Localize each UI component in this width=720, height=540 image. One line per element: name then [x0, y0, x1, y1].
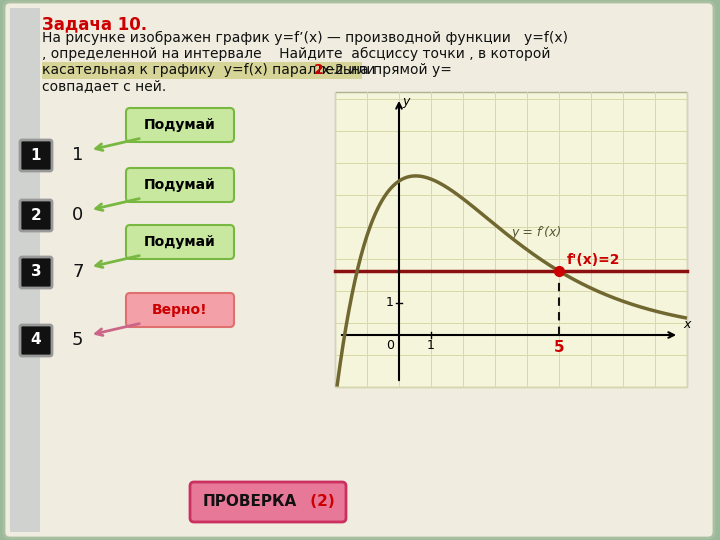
Text: 1: 1	[427, 339, 435, 352]
Text: (2): (2)	[305, 495, 335, 510]
Text: 1: 1	[31, 147, 41, 163]
Text: 0: 0	[72, 206, 84, 224]
FancyBboxPatch shape	[42, 62, 362, 79]
Text: x: x	[683, 318, 690, 331]
Text: Верно!: Верно!	[152, 303, 208, 317]
Text: 1: 1	[386, 296, 394, 309]
Text: Подумай: Подумай	[144, 118, 216, 132]
FancyBboxPatch shape	[20, 257, 52, 288]
Text: 3: 3	[31, 265, 41, 280]
Text: Подумай: Подумай	[144, 235, 216, 249]
Text: 0: 0	[386, 339, 394, 352]
Text: Задача 10.: Задача 10.	[42, 15, 147, 33]
Text: 2: 2	[31, 207, 41, 222]
FancyBboxPatch shape	[126, 225, 234, 259]
Text: 1: 1	[72, 146, 84, 164]
FancyBboxPatch shape	[20, 325, 52, 356]
FancyBboxPatch shape	[126, 293, 234, 327]
FancyBboxPatch shape	[190, 482, 346, 522]
Text: касательная к графику  y=f(x) параллельна прямой y=: касательная к графику y=f(x) параллельна…	[42, 63, 456, 77]
Text: На рисунке изображен график y=f’(x) — производной функции   y=f(x): На рисунке изображен график y=f’(x) — пр…	[42, 31, 568, 45]
Text: , определенной на интервале    Найдите  абсциссу точки , в которой: , определенной на интервале Найдите абсц…	[42, 47, 551, 61]
Text: 7: 7	[72, 263, 84, 281]
Text: 5: 5	[72, 331, 84, 349]
FancyBboxPatch shape	[4, 2, 714, 538]
Text: х-2 или: х-2 или	[322, 63, 376, 77]
Text: y: y	[402, 95, 410, 108]
Text: 5: 5	[554, 340, 564, 355]
Text: f'(x)=2: f'(x)=2	[567, 253, 621, 267]
FancyBboxPatch shape	[10, 8, 40, 532]
Text: 4: 4	[31, 333, 41, 348]
FancyBboxPatch shape	[126, 108, 234, 142]
Text: ПРОВЕРКА: ПРОВЕРКА	[203, 495, 297, 510]
FancyBboxPatch shape	[126, 168, 234, 202]
Text: 2: 2	[314, 63, 324, 77]
FancyBboxPatch shape	[335, 92, 687, 387]
FancyBboxPatch shape	[20, 140, 52, 171]
FancyBboxPatch shape	[20, 200, 52, 231]
Text: Подумай: Подумай	[144, 178, 216, 192]
Text: y = f′(x): y = f′(x)	[511, 226, 562, 239]
Text: совпадает с ней.: совпадает с ней.	[42, 79, 166, 93]
